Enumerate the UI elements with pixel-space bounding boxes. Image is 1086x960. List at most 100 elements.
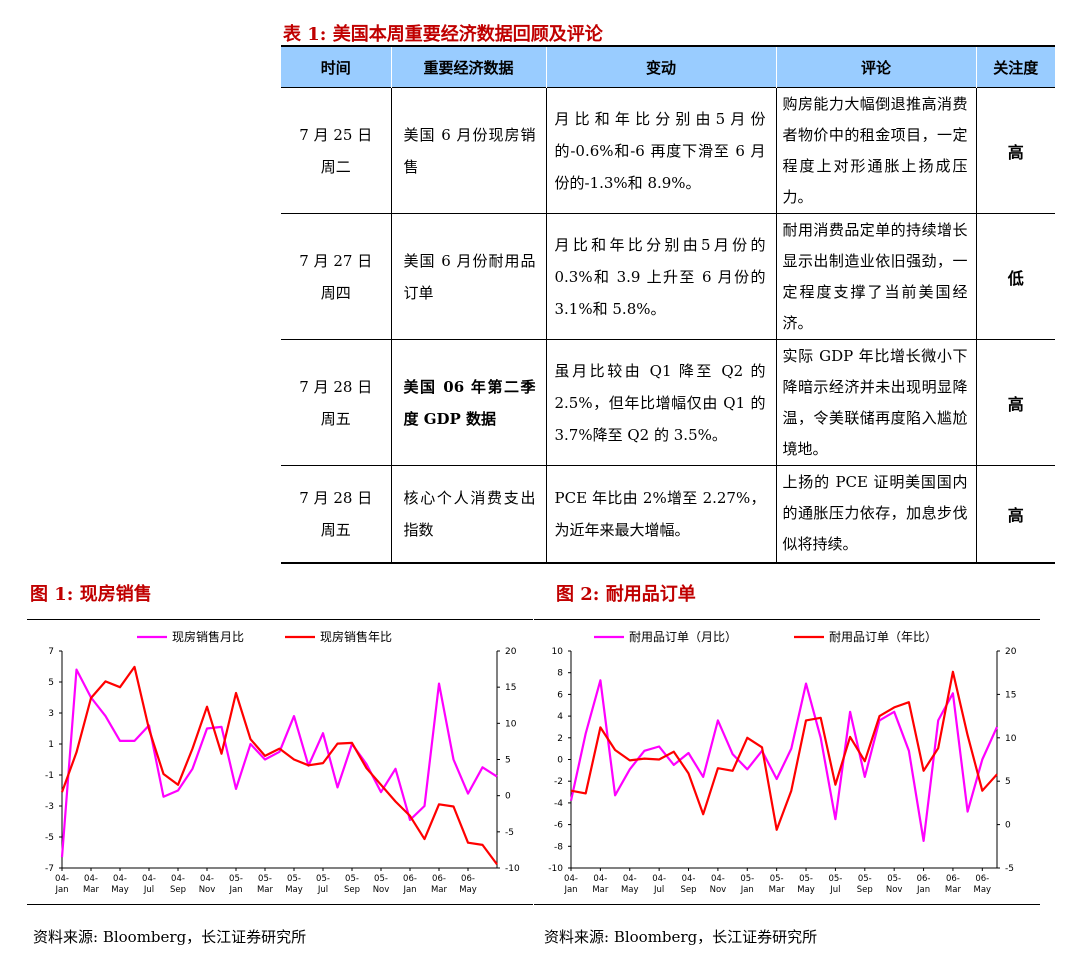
x-tick-label-month: May [974,885,992,895]
y-tick-label-left: 0 [557,756,563,766]
x-tick-label-year: 04- [142,874,156,884]
series-line-mom [569,679,999,842]
weekday: 周五 [320,520,351,539]
x-tick-label-year: 06- [432,874,446,884]
y-tick-label-left: 7 [48,647,54,657]
y-tick-label-left: -5 [45,833,54,843]
figure-2-source: 资料来源: Bloomberg，长江证券研究所 [544,928,818,946]
cell-time: 7 月 28 日周五 [281,339,392,466]
cell-time: 7 月 25 日周二 [281,87,392,214]
x-tick-label-month: Sep [170,885,186,895]
y-tick-label-left: 6 [557,690,563,700]
y-tick-label-left: -3 [45,802,54,812]
x-tick-label-month: May [111,885,129,895]
y-tick-label-right: 20 [1005,647,1017,657]
x-tick-label-month: Sep [681,885,697,895]
cell-item: 核心个人消费支出指数 [390,465,547,564]
header-attention: 关注度 [975,46,1055,88]
y-tick-label-right: 0 [505,792,511,802]
legend-label: 现房销售月比 [172,629,244,644]
x-tick-label-year: 06- [975,874,989,884]
cell-attention: 高 [975,339,1055,466]
x-tick-label-month: Jan [916,885,930,895]
x-tick-label-month: May [459,885,477,895]
cell-attention: 低 [975,213,1055,340]
y-tick-label-left: 8 [557,669,563,679]
x-tick-label-month: May [285,885,303,895]
x-tick-label-year: 04- [171,874,185,884]
x-tick-label-month: Sep [344,885,360,895]
y-tick-label-left: -2 [554,777,563,787]
cell-change: 虽月比较由 Q1 降至 Q2 的 2.5%，但年比增幅仅由 Q1 的 3.7%降… [545,339,777,466]
x-tick-label-year: 04- [84,874,98,884]
x-tick-label-month: Mar [83,885,100,895]
cell-change: 月比和年比分别由5月份的-0.6%和-6 再度下滑至 6 月份的-1.3%和 8… [545,87,777,214]
y-tick-label-left: 2 [557,734,563,744]
header-comment: 评论 [775,46,977,88]
x-tick-label-month: Mar [257,885,274,895]
series-line-yoy [570,670,998,831]
x-tick-label-month: Jul [653,885,664,895]
weekday: 周四 [320,283,351,302]
y-tick-label-left: -7 [45,864,54,874]
table-title: 表 1: 美国本周重要经济数据回顾及评论 [283,24,603,45]
economic-data-table: 时间 重要经济数据 变动 评论 关注度 7 月 25 日周二 美国 6 月份现房… [281,45,1055,564]
table-row: 7 月 25 日周二 美国 6 月份现房销售 月比和年比分别由5月份的-0.6%… [281,87,1055,214]
weekday: 周二 [320,157,351,176]
figure-2-title: 图 2: 耐用品订单 [556,584,696,605]
x-tick-label-year: 05- [887,874,901,884]
x-tick-label-year: 04- [682,874,696,884]
cell-item: 美国 6 月份耐用品订单 [390,213,547,340]
y-tick-label-right: -5 [505,828,514,838]
cell-item: 美国 06 年第二季度 GDP 数据 [390,339,547,466]
x-tick-label-year: 04- [55,874,69,884]
cell-attention: 高 [975,87,1055,214]
cell-change: 月比和年比分别由5月份的0.3%和 3.9 上升至 6 月份的 3.1%和 5.… [545,213,777,340]
x-tick-label-year: 06- [946,874,960,884]
cell-attention: 高 [975,465,1055,564]
x-tick-label-month: Nov [199,885,216,895]
x-tick-label-year: 05- [858,874,872,884]
cell-item: 美国 6 月份现房销售 [390,87,547,214]
table-row: 7 月 28 日周五 美国 06 年第二季度 GDP 数据 虽月比较由 Q1 降… [281,339,1055,466]
x-tick-label-year: 04- [200,874,214,884]
x-tick-label-month: Jan [54,885,68,895]
chart-durable-goods-orders: -10 -8 -6 -4 -2 0 2 4 6 8 10 -5 0 5 10 15 20 04- Jan 04- Mar… [534,619,1040,909]
y-tick-label-right: 5 [505,756,511,766]
y-tick-label-right: 5 [1005,777,1011,787]
x-tick-label-month: Jan [563,885,577,895]
y-tick-label-right: 10 [505,719,517,729]
date: 7 月 27 日 [299,251,373,270]
x-tick-label-year: 06- [917,874,931,884]
x-tick-label-month: Nov [373,885,390,895]
x-tick-label-month: Mar [592,885,609,895]
x-tick-label-year: 05- [258,874,272,884]
x-tick-label-month: Nov [710,885,727,895]
x-tick-label-month: Jan [228,885,242,895]
series-line-mom [60,668,498,858]
legend-label: 耐用品订单（月比） [629,630,737,644]
cell-comment: 实际 GDP 年比增长微小下降暗示经济并未出现明显降温，令美联储再度陷入尴尬境地… [775,339,977,466]
y-tick-label-right: 15 [505,683,516,693]
y-tick-label-left: 5 [48,678,54,688]
cell-comment: 上扬的 PCE 证明美国国内的通胀压力依存，加息步伐似将持续。 [775,465,977,564]
x-tick-label-year: 05- [345,874,359,884]
x-tick-label-month: Jul [143,885,154,895]
x-tick-label-year: 05- [740,874,754,884]
y-tick-label-left: -4 [554,799,563,809]
table-row: 7 月 28 日周五 核心个人消费支出指数 PCE 年比由 2%增至 2.27%… [281,465,1055,564]
cell-time: 7 月 27 日周四 [281,213,392,340]
x-tick-label-month: Jul [317,885,328,895]
weekday: 周五 [320,409,351,428]
x-tick-label-month: May [797,885,815,895]
x-tick-label-month: Jan [740,885,754,895]
y-tick-label-right: 15 [1005,690,1016,700]
x-tick-label-month: Nov [886,885,903,895]
header-change: 变动 [545,46,777,88]
chart-svg: -10-8-6-4-20246810-50510152004-Jan04-Mar… [534,619,1040,905]
chart-svg: -7-5-3-11357-10-50510152004-Jan04-Mar04-… [27,619,533,905]
x-tick-label-year: 05- [828,874,842,884]
x-tick-label-year: 05- [770,874,784,884]
figure-1-source: 资料来源: Bloomberg，长江证券研究所 [33,928,307,946]
x-tick-label-year: 05- [799,874,813,884]
